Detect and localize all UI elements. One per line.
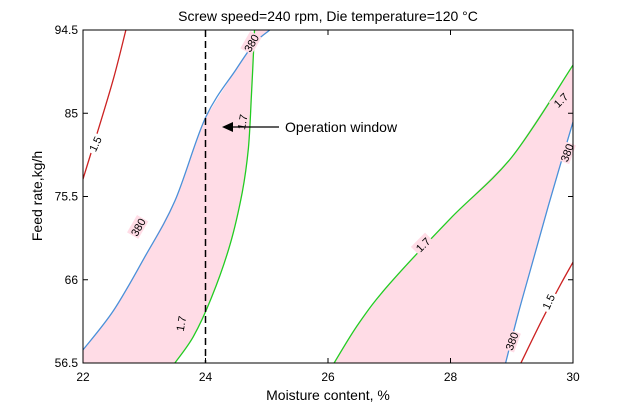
x-tick-label: 24 xyxy=(199,370,213,384)
x-axis-label: Moisture content, % xyxy=(266,387,390,403)
x-tick-label: 22 xyxy=(76,370,90,384)
contour-line-380-3 xyxy=(504,121,573,363)
contour-label-380-0-1: 380 xyxy=(129,217,149,239)
contour-line-1-5-4 xyxy=(83,30,127,180)
operation-window-left-region xyxy=(83,30,270,363)
y-tick-label: 94.5 xyxy=(55,23,79,37)
contour-label-1-5-4-1: 1.5 xyxy=(541,293,558,312)
y-axis-label: Feed rate,kg/h xyxy=(29,151,45,241)
y-tick-label: 56.5 xyxy=(55,356,79,370)
contour-label-380-3-0: 380 xyxy=(559,142,577,163)
annotation-label: Operation window xyxy=(285,119,398,135)
contour-label-1-5-4-0: 1.5 xyxy=(87,135,104,154)
contour-line-1-7-1 xyxy=(174,30,256,363)
x-tick-label: 30 xyxy=(566,370,580,384)
x-tick-label: 28 xyxy=(444,370,458,384)
x-tick-label: 26 xyxy=(321,370,335,384)
contour-label-380-3-1: 380 xyxy=(504,331,522,352)
y-tick-label: 75.5 xyxy=(55,190,79,204)
y-tick-label: 85 xyxy=(65,106,79,120)
operation-window-right-region xyxy=(334,30,573,363)
contour-line-1-7-2 xyxy=(333,64,573,363)
y-tick-label: 66 xyxy=(65,273,79,287)
contour-label-1-7-1-1: 1.7 xyxy=(175,315,189,332)
annotation-arrowhead xyxy=(222,122,233,132)
chart-title: Screw speed=240 rpm, Die temperature=120… xyxy=(178,8,478,24)
